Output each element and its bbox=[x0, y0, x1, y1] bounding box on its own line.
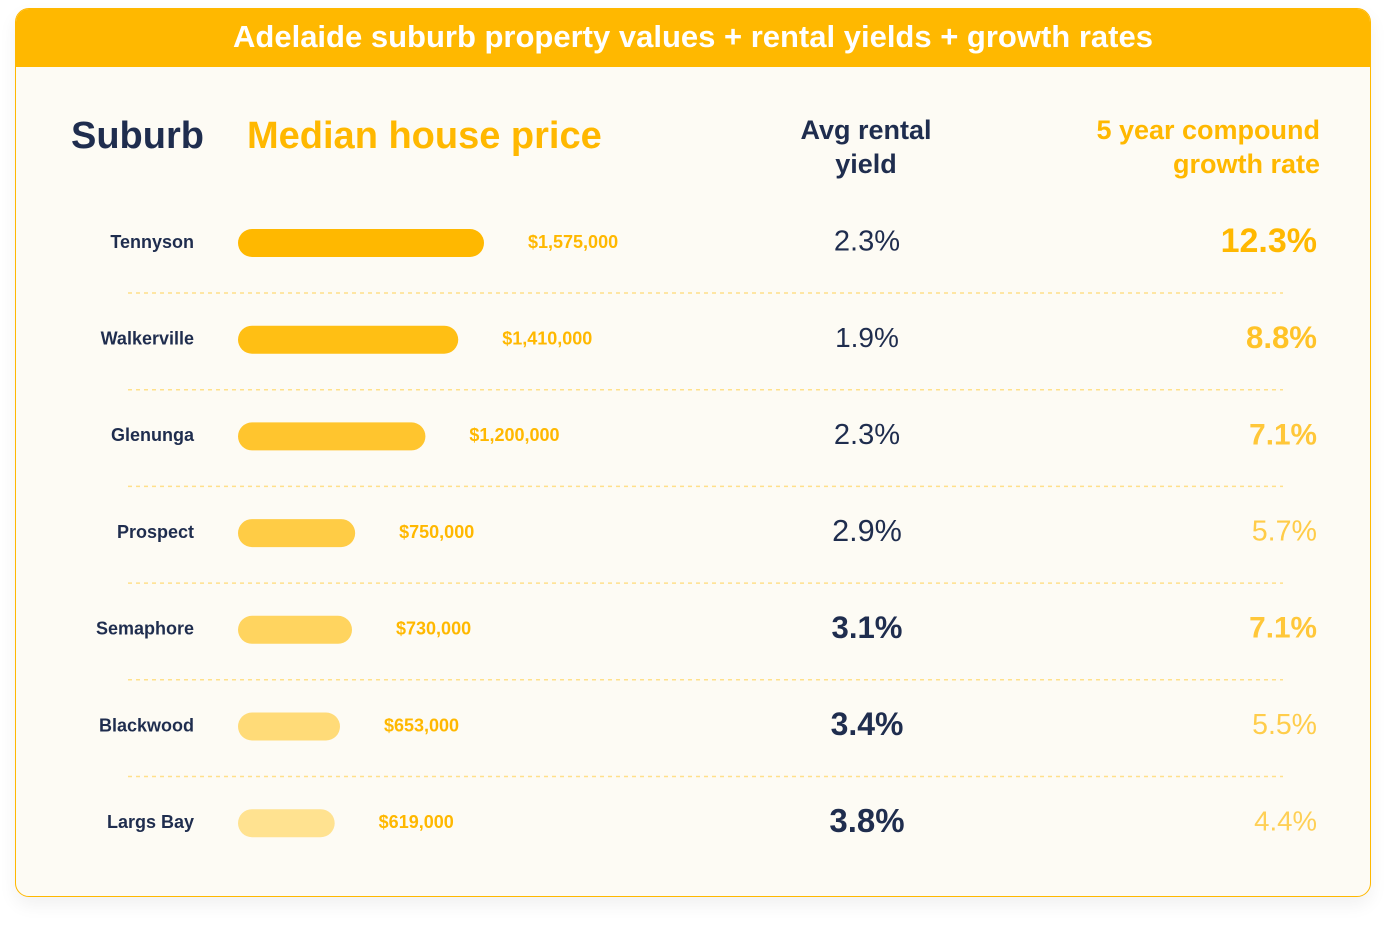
rental-yield: 2.3% bbox=[834, 226, 900, 258]
value-label: $750,000 bbox=[399, 522, 474, 542]
column-header: Median house price bbox=[247, 115, 602, 157]
rental-yield: 3.8% bbox=[829, 802, 904, 839]
bar bbox=[238, 519, 356, 548]
rental-yield: 2.9% bbox=[832, 514, 902, 548]
chart-title: Adelaide suburb property values + rental… bbox=[233, 19, 1153, 54]
growth-rate: 4.4% bbox=[1254, 805, 1317, 836]
growth-rate: 5.7% bbox=[1252, 516, 1317, 548]
bar bbox=[238, 712, 340, 741]
value-label: $619,000 bbox=[379, 812, 454, 832]
growth-rate: 7.1% bbox=[1249, 418, 1317, 451]
column-header: Avg rental yield bbox=[800, 115, 932, 179]
category-label: Walkerville bbox=[101, 328, 194, 348]
card: Adelaide suburb property values + rental… bbox=[15, 8, 1371, 897]
category-label: Blackwood bbox=[99, 715, 194, 735]
growth-rate: 12.3% bbox=[1221, 222, 1317, 260]
category-label: Glenunga bbox=[111, 425, 195, 445]
category-label: Semaphore bbox=[96, 619, 194, 639]
growth-rate: 8.8% bbox=[1246, 320, 1317, 355]
value-label: $1,575,000 bbox=[528, 232, 618, 252]
bar bbox=[238, 422, 426, 451]
category-label: Largs Bay bbox=[107, 812, 194, 832]
rental-yield: 3.4% bbox=[831, 706, 904, 742]
rental-yield: 3.1% bbox=[832, 610, 903, 645]
bar bbox=[238, 229, 484, 257]
bar bbox=[238, 809, 335, 838]
column-header: 5 year compound growth rate bbox=[1096, 115, 1320, 179]
rental-yield: 2.3% bbox=[834, 419, 900, 451]
category-label: Prospect bbox=[117, 522, 194, 542]
column-header: Suburb bbox=[71, 115, 204, 157]
title-band bbox=[16, 9, 1370, 67]
growth-rate: 5.5% bbox=[1252, 709, 1317, 741]
value-label: $1,200,000 bbox=[469, 425, 559, 445]
category-label: Tennyson bbox=[110, 232, 194, 252]
bar bbox=[238, 615, 353, 644]
value-label: $653,000 bbox=[384, 715, 459, 735]
rental-yield: 1.9% bbox=[835, 322, 899, 353]
value-label: $730,000 bbox=[396, 619, 471, 639]
growth-rate: 7.1% bbox=[1249, 612, 1317, 645]
value-label: $1,410,000 bbox=[502, 328, 592, 348]
bar bbox=[238, 325, 459, 354]
